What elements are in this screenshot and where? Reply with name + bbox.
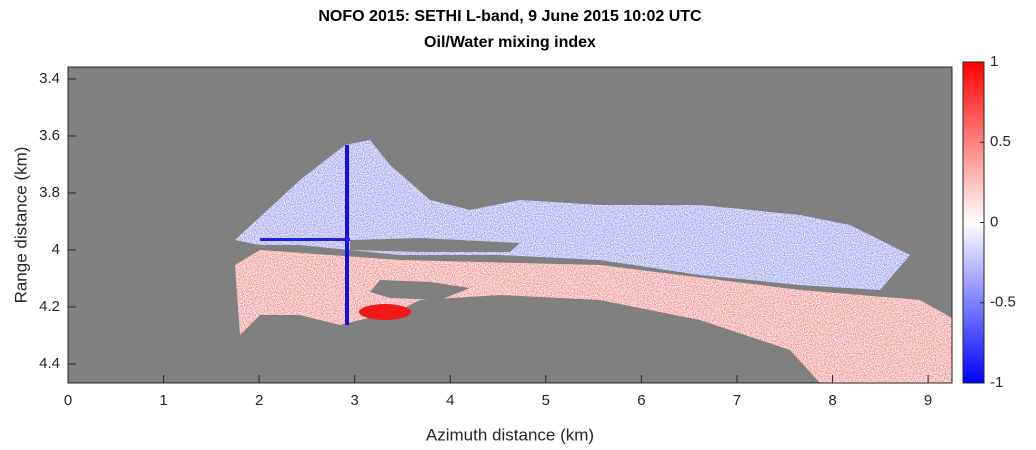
y-tick-label: 3.8	[39, 184, 60, 201]
colorbar-tick-label: -0.5	[990, 294, 1016, 311]
colorbar-tick-label: 0	[990, 213, 998, 230]
y-tick-label: 3.4	[39, 70, 60, 87]
y-tick-label: 4	[52, 241, 60, 258]
red-patch	[359, 304, 411, 320]
gray-gap	[350, 238, 520, 252]
vertical-stripe	[345, 145, 349, 325]
x-tick-label: 6	[637, 392, 645, 409]
chart-title: NOFO 2015: SETHI L-band, 9 June 2015 10:…	[318, 8, 702, 25]
y-tick-label: 3.6	[39, 127, 60, 144]
x-tick-label: 3	[351, 392, 359, 409]
x-tick-label: 9	[924, 392, 932, 409]
colorbar-tick-label: -1	[990, 374, 1003, 391]
slick-image	[235, 140, 952, 383]
colorbar-tick-label: 0.5	[990, 133, 1011, 150]
x-tick-label: 8	[828, 392, 836, 409]
x-tick-label: 2	[255, 392, 263, 409]
x-tick-label: 4	[446, 392, 454, 409]
x-tick-label: 7	[733, 392, 741, 409]
colorbar-tick-label: 1	[990, 53, 998, 70]
x-tick-label: 5	[542, 392, 550, 409]
x-axis-title: Azimuth distance (km)	[426, 425, 594, 444]
y-axis-title: Range distance (km)	[11, 147, 30, 304]
horizontal-stripe	[260, 238, 350, 241]
slick-upper	[235, 140, 910, 290]
y-tick-label: 4.4	[39, 355, 60, 372]
chart-subtitle: Oil/Water mixing index	[424, 34, 596, 51]
gray-gap	[370, 280, 470, 300]
x-tick-label: 0	[64, 392, 72, 409]
y-tick-label: 4.2	[39, 298, 60, 315]
plot-frame	[67, 66, 953, 384]
x-tick-label: 1	[159, 392, 167, 409]
